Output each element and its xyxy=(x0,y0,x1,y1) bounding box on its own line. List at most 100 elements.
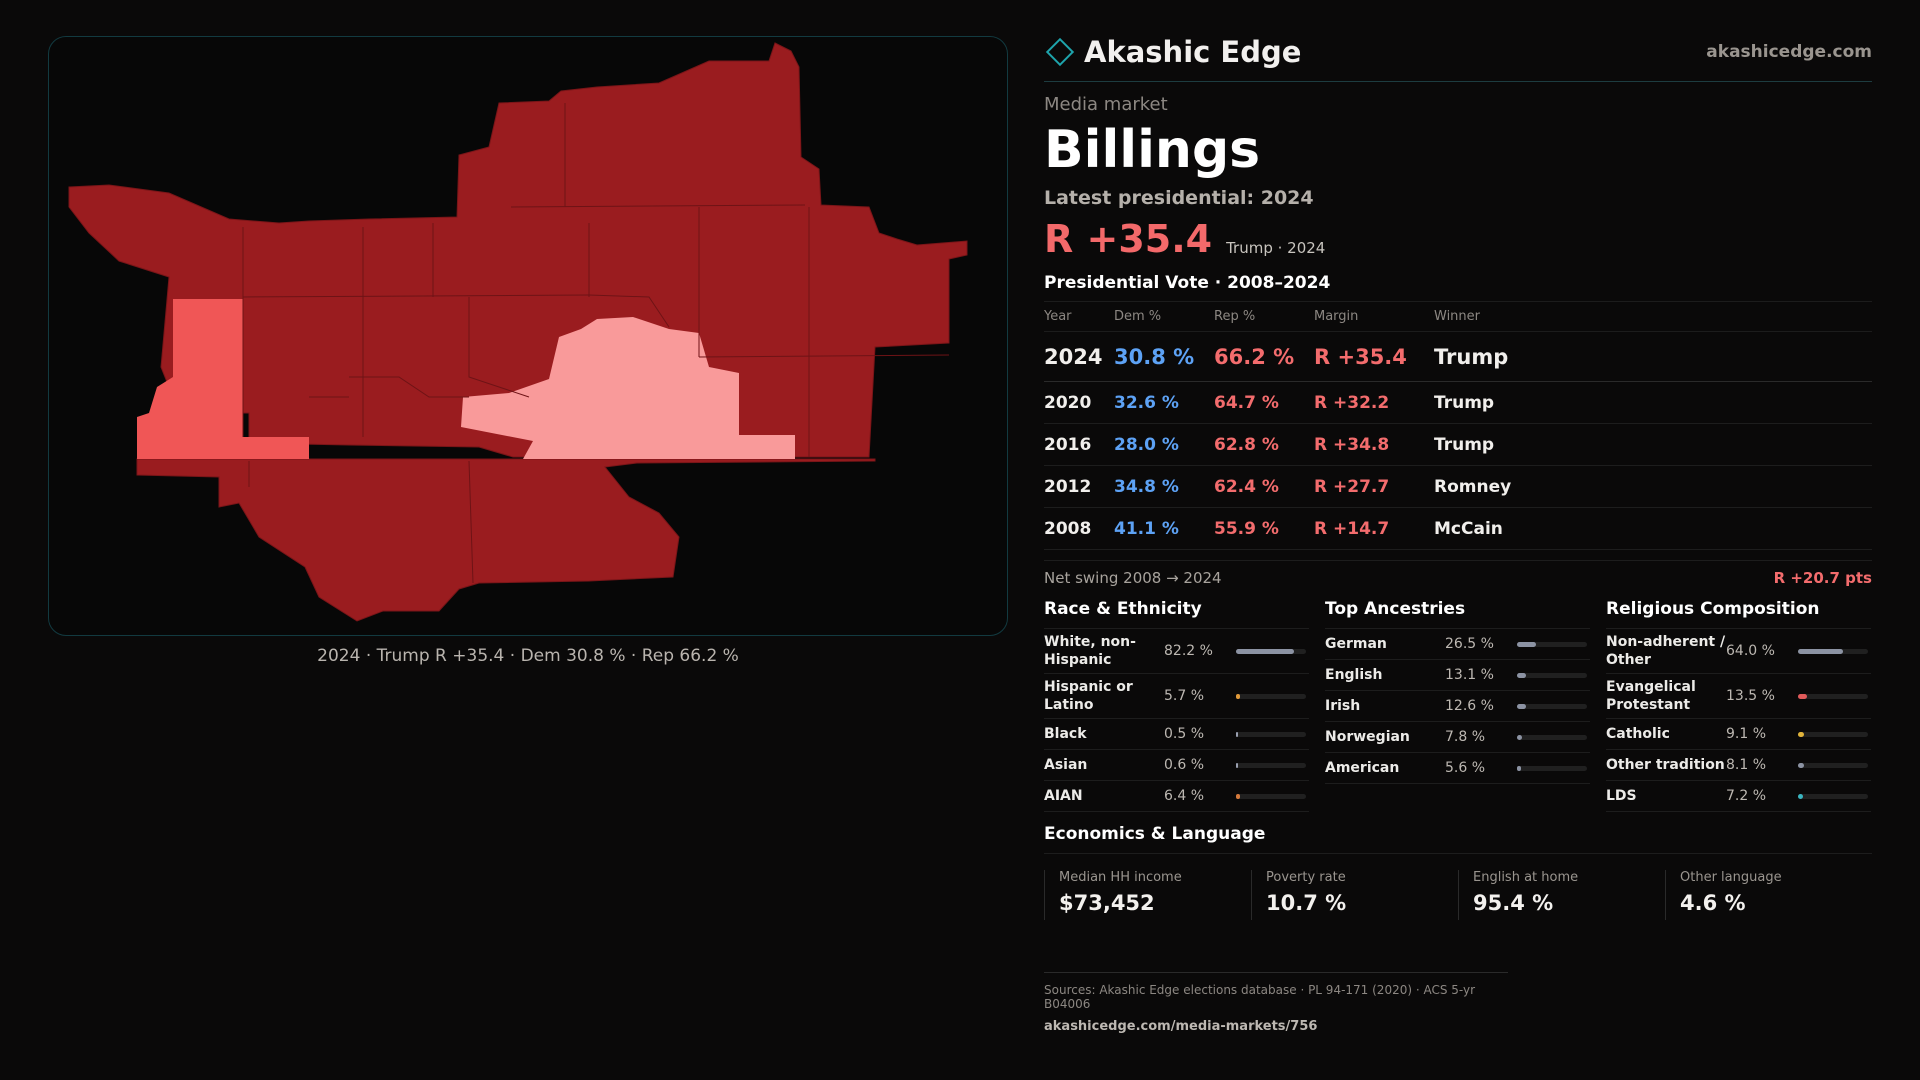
header-dem: Dem % xyxy=(1114,301,1214,332)
header-winner: Winner xyxy=(1434,301,1872,332)
cell-winner: Trump xyxy=(1434,331,1872,382)
stat-value: 10.7 % xyxy=(1266,891,1347,915)
stat-value: $73,452 xyxy=(1059,891,1155,915)
info-panel: Akashic Edge akashicedge.com Media marke… xyxy=(1044,32,1872,1034)
stat-median-income: Median HH income $73,452 xyxy=(1044,870,1251,920)
item-bar-fill xyxy=(1236,731,1238,737)
item-bar xyxy=(1798,648,1868,654)
item-value: 64.0 % xyxy=(1726,643,1775,659)
list-item: Other tradition 8.1 % xyxy=(1606,750,1871,781)
table-row: 2008 41.1 % 55.9 % R +14.7 McCain xyxy=(1044,507,1872,550)
cell-winner: Romney xyxy=(1434,465,1872,508)
votes-table: Year Dem % Rep % Margin Winner 2024 30.8… xyxy=(1044,301,1872,550)
item-bar-fill xyxy=(1236,793,1240,799)
cell-winner: Trump xyxy=(1434,381,1872,424)
sources-url[interactable]: akashicedge.com/media-markets/756 xyxy=(1044,1019,1318,1034)
item-label: German xyxy=(1325,636,1387,652)
item-value: 5.7 % xyxy=(1164,688,1205,704)
net-swing-row: Net swing 2008 → 2024 R +20.7 pts xyxy=(1044,560,1872,587)
item-bar-fill xyxy=(1798,793,1803,799)
list-item: White, non-Hispanic 82.2 % xyxy=(1044,629,1309,674)
sources: Sources: Akashic Edge elections database… xyxy=(1044,972,1508,1034)
cell-rep: 66.2 % xyxy=(1214,331,1314,382)
item-bar-fill xyxy=(1236,693,1240,699)
item-value: 13.5 % xyxy=(1726,688,1775,704)
sources-text: Sources: Akashic Edge elections database… xyxy=(1044,983,1476,1011)
item-value: 0.5 % xyxy=(1164,726,1205,742)
cell-year: 2024 xyxy=(1044,331,1114,382)
list-item: German 26.5 % xyxy=(1325,629,1590,660)
item-value: 5.6 % xyxy=(1445,760,1486,776)
religion-title: Religious Composition xyxy=(1606,599,1871,629)
item-value: 7.2 % xyxy=(1726,788,1767,804)
cell-year: 2012 xyxy=(1044,465,1114,508)
item-bar xyxy=(1236,693,1306,699)
site-link[interactable]: akashicedge.com xyxy=(1706,41,1872,62)
table-row: 2020 32.6 % 64.7 % R +32.2 Trump xyxy=(1044,381,1872,424)
table-row: 2012 34.8 % 62.4 % R +27.7 Romney xyxy=(1044,465,1872,508)
list-item: Hispanic or Latino 5.7 % xyxy=(1044,674,1309,719)
county-region-mid[interactable] xyxy=(137,299,309,459)
latest-margin-sub: Trump · 2024 xyxy=(1226,239,1326,257)
table-row: 2016 28.0 % 62.8 % R +34.8 Trump xyxy=(1044,423,1872,466)
item-label: Asian xyxy=(1044,757,1088,773)
item-bar-fill xyxy=(1517,765,1521,771)
stat-label: Other language xyxy=(1680,870,1782,885)
cell-margin: R +27.7 xyxy=(1314,465,1434,508)
cell-rep: 62.8 % xyxy=(1214,423,1314,466)
cell-rep: 62.4 % xyxy=(1214,465,1314,508)
item-label: Catholic xyxy=(1606,726,1670,742)
item-value: 8.1 % xyxy=(1726,757,1767,773)
ancestry-section: Top Ancestries German 26.5 % English 13.1 %… xyxy=(1325,599,1590,812)
latest-margin-row: R +35.4 Trump · 2024 xyxy=(1044,217,1872,261)
cell-dem: 28.0 % xyxy=(1114,423,1214,466)
cell-dem: 30.8 % xyxy=(1114,331,1214,382)
item-label: Hispanic or Latino xyxy=(1044,679,1133,713)
list-item: AIAN 6.4 % xyxy=(1044,781,1309,812)
religion-section: Religious Composition Non-adherent / Oth… xyxy=(1606,599,1871,812)
item-label: Black xyxy=(1044,726,1087,742)
item-bar-fill xyxy=(1798,648,1843,654)
list-item: LDS 7.2 % xyxy=(1606,781,1871,812)
demographics: Race & Ethnicity White, non-Hispanic 82.2… xyxy=(1044,599,1872,812)
county-region[interactable] xyxy=(136,458,876,622)
item-label: Norwegian xyxy=(1325,729,1410,745)
item-bar xyxy=(1517,765,1587,771)
map-caption: 2024 · Trump R +35.4 · Dem 30.8 % · Rep … xyxy=(317,646,739,666)
list-item: American 5.6 % xyxy=(1325,753,1590,784)
brand-name: Akashic Edge xyxy=(1084,34,1302,69)
cell-rep: 55.9 % xyxy=(1214,507,1314,550)
item-bar xyxy=(1517,734,1587,740)
votes-header-row: Year Dem % Rep % Margin Winner xyxy=(1044,301,1872,332)
stat-poverty-rate: Poverty rate 10.7 % xyxy=(1251,870,1458,920)
latest-label: Latest presidential: 2024 xyxy=(1044,187,1314,209)
county-region-light[interactable] xyxy=(461,317,795,459)
table-row: 2024 30.8 % 66.2 % R +35.4 Trump xyxy=(1044,331,1872,382)
item-label: Evangelical Protestant xyxy=(1606,679,1696,713)
county-boundaries xyxy=(242,103,950,584)
item-label: Other tradition xyxy=(1606,757,1725,773)
net-swing-value: R +20.7 pts xyxy=(1773,569,1872,587)
cell-dem: 32.6 % xyxy=(1114,381,1214,424)
cell-year: 2016 xyxy=(1044,423,1114,466)
market-kicker: Media market xyxy=(1044,94,1168,115)
stat-value: 95.4 % xyxy=(1473,891,1554,915)
item-bar xyxy=(1236,793,1306,799)
item-bar-fill xyxy=(1517,703,1526,709)
item-bar xyxy=(1517,672,1587,678)
list-item: Non-adherent / Other 64.0 % xyxy=(1606,629,1871,674)
item-bar xyxy=(1236,648,1306,654)
list-item: English 13.1 % xyxy=(1325,660,1590,691)
list-item: Catholic 9.1 % xyxy=(1606,719,1871,750)
list-item: Irish 12.6 % xyxy=(1325,691,1590,722)
item-value: 82.2 % xyxy=(1164,643,1213,659)
item-bar xyxy=(1236,762,1306,768)
item-label: White, non-Hispanic xyxy=(1044,634,1136,668)
list-item: Black 0.5 % xyxy=(1044,719,1309,750)
header-rep: Rep % xyxy=(1214,301,1314,332)
item-value: 6.4 % xyxy=(1164,788,1205,804)
item-bar-fill xyxy=(1517,734,1522,740)
list-item: Norwegian 7.8 % xyxy=(1325,722,1590,753)
item-bar xyxy=(1236,731,1306,737)
